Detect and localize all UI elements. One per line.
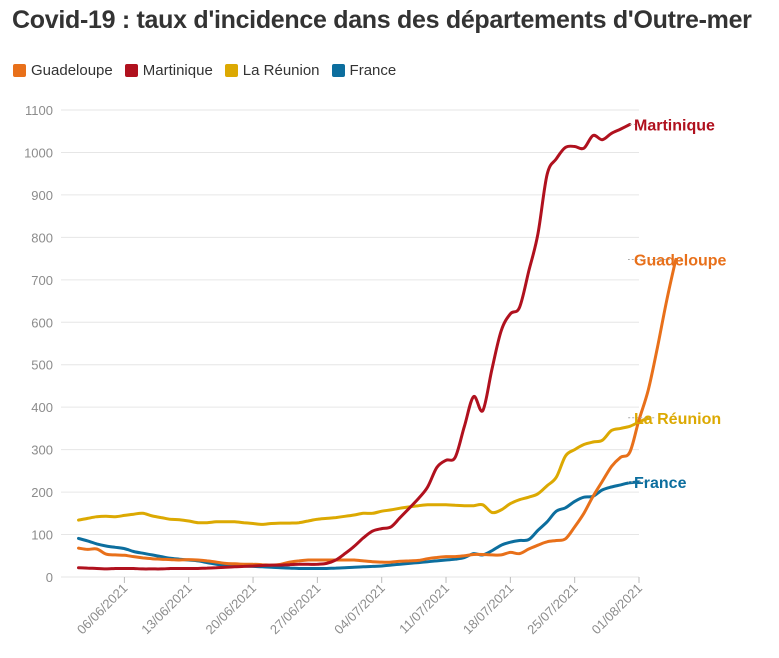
legend-label-la-reunion: La Réunion bbox=[242, 62, 320, 79]
y-tick-label: 500 bbox=[31, 358, 53, 373]
end-labels: La Réunion France Guadeloupe Martinique bbox=[628, 117, 727, 492]
series-lines bbox=[77, 122, 678, 571]
end-label-guadeloupe: Guadeloupe bbox=[634, 252, 727, 269]
x-tick-label: 01/08/2021 bbox=[588, 581, 645, 638]
series-line-guadeloupe[interactable] bbox=[77, 257, 678, 567]
y-tick-label: 700 bbox=[31, 273, 53, 288]
y-tick-label: 1100 bbox=[25, 103, 53, 118]
legend-label-guadeloupe: Guadeloupe bbox=[31, 62, 113, 79]
y-tick-label: 0 bbox=[46, 570, 53, 585]
y-tick-label: 800 bbox=[31, 230, 53, 245]
series-line-martinique[interactable] bbox=[77, 122, 632, 571]
legend-swatch-france bbox=[331, 64, 345, 77]
gridlines bbox=[61, 109, 639, 578]
y-tick-label: 600 bbox=[31, 315, 53, 330]
legend-item-guadeloupe[interactable]: Guadeloupe bbox=[13, 62, 113, 79]
legend-item-la-reunion[interactable]: La Réunion bbox=[224, 62, 320, 79]
chart-title: Covid-19 : taux d'incidence dans des dép… bbox=[12, 6, 752, 34]
series-line-la-reunion[interactable] bbox=[77, 416, 650, 526]
end-label-france: France bbox=[634, 475, 687, 492]
x-tick-label: 27/06/2021 bbox=[267, 581, 324, 638]
x-tick-label: 20/06/2021 bbox=[203, 581, 260, 638]
legend-item-france[interactable]: France bbox=[331, 62, 397, 79]
x-tick-label: 13/06/2021 bbox=[138, 581, 195, 638]
end-label-la-reunion: La Réunion bbox=[634, 411, 721, 428]
legend-swatch-la-reunion bbox=[224, 64, 238, 77]
x-tick-label: 18/07/2021 bbox=[460, 581, 517, 638]
legend-label-martinique: Martinique bbox=[142, 62, 213, 79]
legend-item-martinique[interactable]: Martinique bbox=[124, 62, 213, 79]
y-tick-label: 900 bbox=[31, 188, 53, 203]
end-label-martinique: Martinique bbox=[634, 117, 715, 134]
legend: Guadeloupe Martinique La Réunion France bbox=[13, 62, 408, 79]
x-tick-label: 06/06/2021 bbox=[74, 581, 131, 638]
x-tick-label: 11/07/2021 bbox=[396, 581, 452, 637]
y-tick-label: 300 bbox=[31, 443, 53, 458]
y-axis-ticks: 0 100 200 300 400 500 600 700 800 900 1000 1100 bbox=[24, 103, 53, 585]
x-tick-label: 04/07/2021 bbox=[331, 581, 388, 638]
y-tick-label: 400 bbox=[31, 400, 53, 415]
y-tick-label: 1000 bbox=[24, 145, 53, 160]
y-tick-label: 100 bbox=[31, 528, 53, 543]
legend-swatch-guadeloupe bbox=[13, 64, 26, 77]
x-tick-label: 25/07/2021 bbox=[524, 581, 581, 638]
legend-label-france: France bbox=[349, 62, 397, 79]
legend-swatch-martinique bbox=[124, 64, 138, 77]
x-axis-ticks: 06/06/2021 13/06/2021 20/06/2021 27/06/2021… bbox=[74, 577, 645, 637]
series-line-france[interactable] bbox=[77, 480, 641, 571]
y-tick-label: 200 bbox=[31, 485, 53, 500]
